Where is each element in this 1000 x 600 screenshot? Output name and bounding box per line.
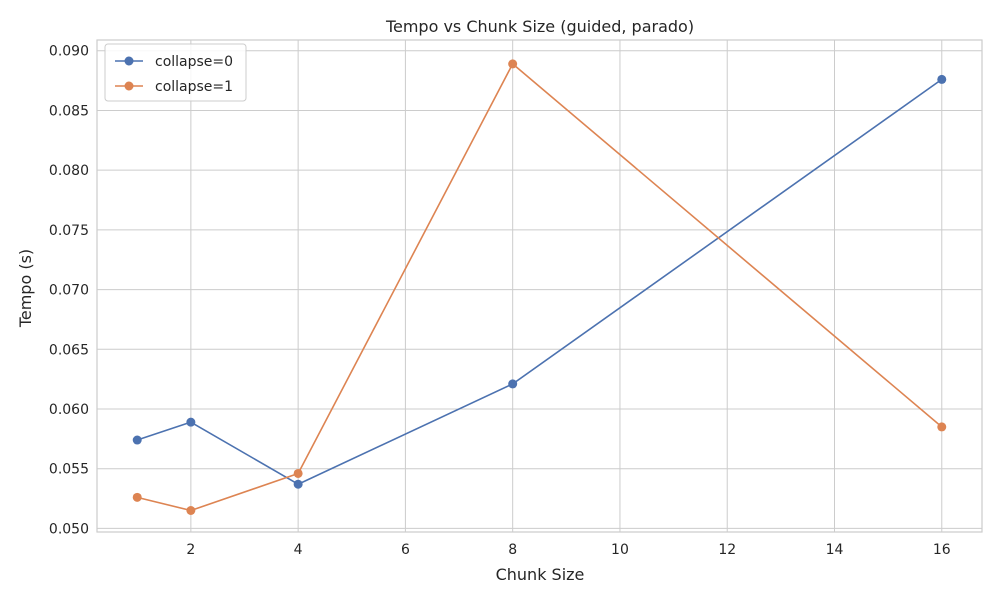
legend-item: collapse=0 [115,54,233,70]
data-point [508,59,518,69]
y-tick-label: 0.050 [49,521,89,537]
x-tick-label: 4 [294,542,303,558]
legend-swatch-marker [124,56,134,66]
legend-item: collapse=1 [115,79,233,95]
y-tick-label: 0.080 [49,163,89,179]
y-tick-label: 0.065 [49,342,89,358]
x-tick-labels: 2 4 6 8 10 12 14 16 [186,542,950,558]
legend-swatch-marker [124,81,134,91]
legend-label: collapse=1 [155,79,233,95]
data-point [508,379,518,389]
y-tick-label: 0.085 [49,103,89,119]
data-point [937,74,947,84]
x-tick-label: 6 [401,542,410,558]
x-tick-label: 14 [826,542,844,558]
plot-frame [96,39,983,533]
y-tick-label: 0.070 [49,283,89,299]
x-tick-label: 16 [933,542,951,558]
data-point [293,468,303,478]
data-point [186,417,196,427]
data-point [937,422,947,432]
x-tick-label: 10 [611,542,629,558]
series-collapse=0 [132,74,947,489]
y-tick-label: 0.090 [49,44,89,60]
x-tick-label: 8 [508,542,517,558]
legend-label: collapse=0 [155,54,233,70]
y-axis-label: Tempo (s) [16,249,35,328]
y-tick-labels: 0.050 0.055 0.060 0.065 0.070 0.075 0.080 0.085… [49,44,89,538]
chart-title: Tempo vs Chunk Size (guided, parado) [385,17,694,36]
data-point [132,435,142,445]
series-line [136,78,943,486]
plot-area-border [96,39,983,533]
series-group [132,59,947,516]
grid [97,40,982,532]
x-tick-label: 12 [718,542,736,558]
y-tick-label: 0.075 [49,223,89,239]
y-tick-label: 0.055 [49,462,89,478]
x-tick-label: 2 [186,542,195,558]
x-axis-label: Chunk Size [496,565,585,584]
series-line [137,63,943,512]
series-collapse=1 [132,59,947,516]
data-point [132,492,142,502]
legend: collapse=0 collapse=1 [104,43,247,102]
data-point [186,506,196,516]
data-point [293,479,303,489]
y-tick-label: 0.060 [49,402,89,418]
